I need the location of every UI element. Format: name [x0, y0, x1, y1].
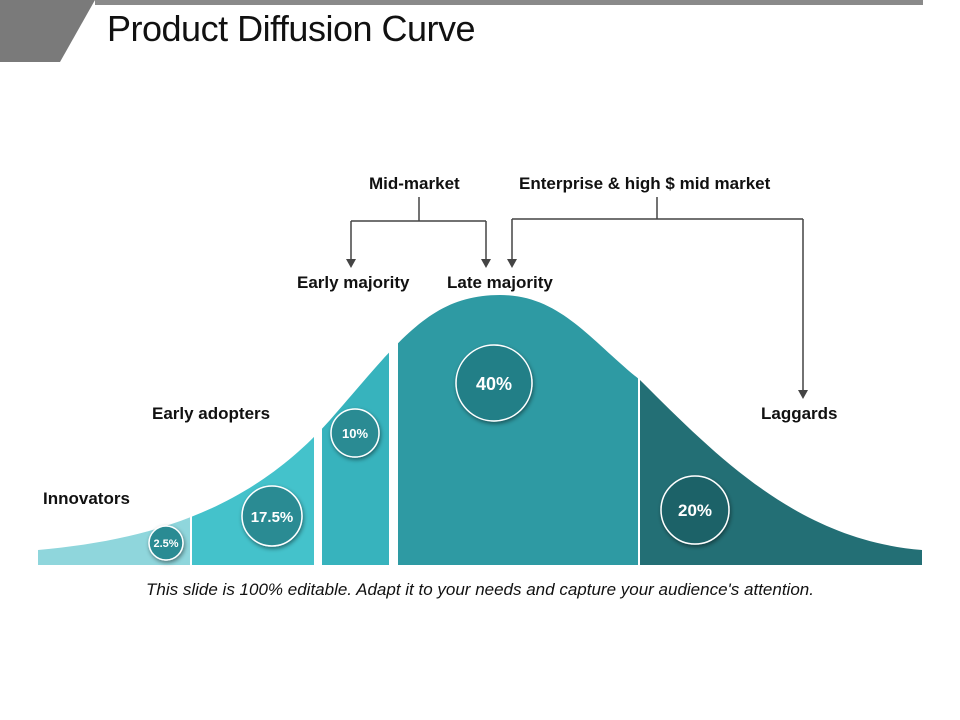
svg-text:2.5%: 2.5% — [153, 538, 178, 550]
label-mid-market: Mid-market — [369, 174, 460, 193]
header-accent-bar — [0, 0, 95, 62]
svg-text:40%: 40% — [476, 374, 512, 394]
label-innovators: Innovators — [43, 489, 130, 508]
percent-badge-laggards: 20% — [660, 475, 730, 545]
label-enterprise: Enterprise & high $ mid market — [519, 174, 771, 193]
slide-title: Product Diffusion Curve — [107, 8, 476, 49]
label-late-majority: Late majority — [447, 273, 553, 292]
arrow-to-laggards — [798, 390, 808, 399]
label-early-majority: Early majority — [297, 273, 410, 292]
label-early-adopters: Early adopters — [152, 404, 271, 423]
svg-text:20%: 20% — [678, 501, 712, 520]
arrow-to-early-majority — [346, 259, 356, 268]
percent-badge-early-majority: 10% — [330, 408, 380, 458]
arrow-to-late-majority — [481, 259, 491, 268]
mid-market-connector — [350, 197, 487, 262]
percent-badge-late-majority: 40% — [455, 344, 533, 422]
enterprise-connector — [511, 197, 804, 393]
arrow-to-late-majority-enterprise — [507, 259, 517, 268]
svg-text:10%: 10% — [342, 426, 368, 441]
footer-caption: This slide is 100% editable. Adapt it to… — [146, 580, 814, 599]
percent-badge-innovators: 2.5% — [148, 525, 184, 561]
svg-text:17.5%: 17.5% — [251, 509, 294, 526]
segment-late-majority — [398, 295, 638, 565]
label-laggards: Laggards — [761, 404, 838, 423]
percent-badge-early-adopters: 17.5% — [241, 485, 303, 547]
header-top-line — [95, 0, 923, 5]
